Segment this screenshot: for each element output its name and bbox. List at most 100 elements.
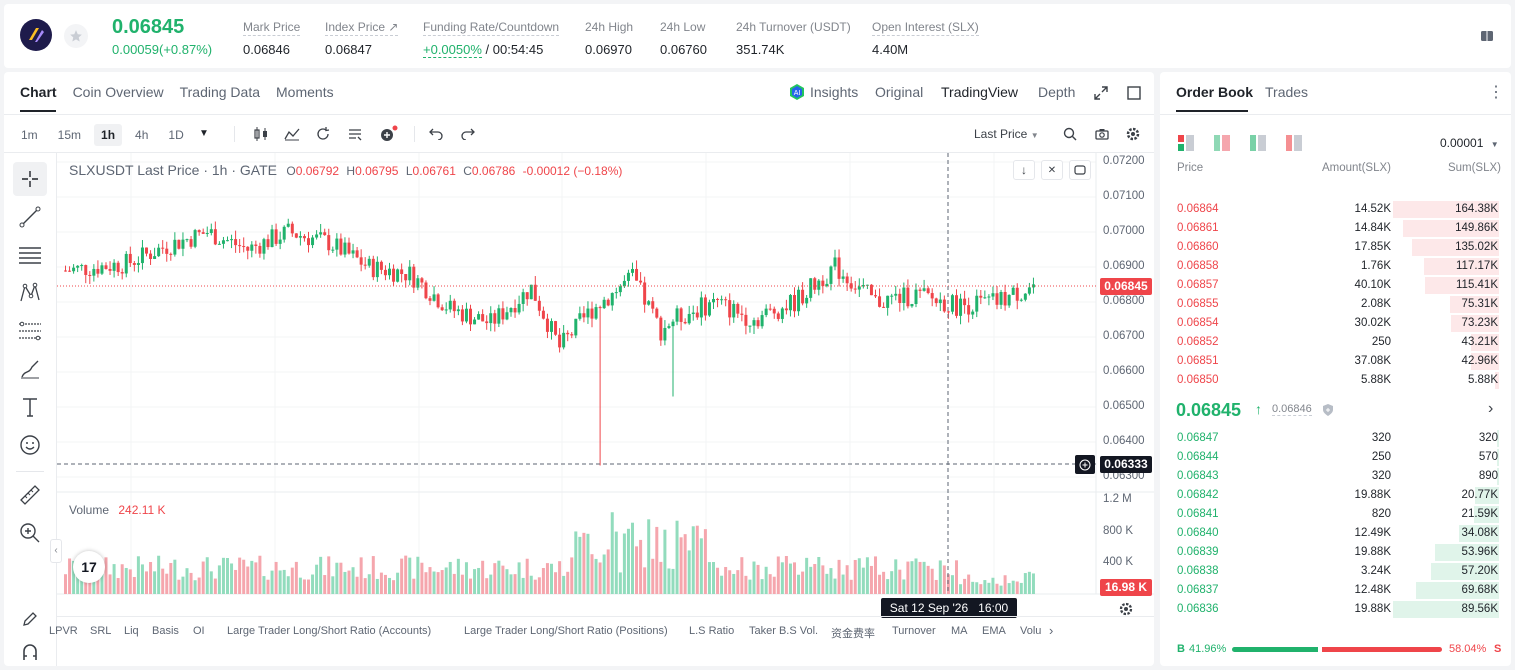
ask-row[interactable]: 0.06854 30.02K 73.23K: [1160, 314, 1511, 333]
bid-row[interactable]: 0.06843 320 890: [1160, 467, 1511, 486]
indicator-ema[interactable]: EMA: [982, 625, 1006, 637]
timeframe-dropdown-icon[interactable]: ▼: [199, 128, 209, 139]
brush-tool-icon[interactable]: [13, 352, 47, 386]
ask-depth-bar: [1494, 372, 1499, 389]
ask-row[interactable]: 0.06858 1.76K 117.17K: [1160, 257, 1511, 276]
indicator-basis[interactable]: Basis: [152, 625, 179, 637]
bid-row[interactable]: 0.06836 19.88K 89.56K: [1160, 600, 1511, 619]
tab-coin-overview[interactable]: Coin Overview: [72, 84, 164, 100]
indicator-trader-ratio-accounts[interactable]: Large Trader Long/Short Ratio (Accounts): [227, 625, 432, 637]
price-type-select[interactable]: Last Price ▼: [974, 127, 1039, 141]
bid-row[interactable]: 0.06839 19.88K 53.96K: [1160, 543, 1511, 562]
favorite-star-icon[interactable]: [64, 24, 88, 48]
ask-row[interactable]: 0.06864 14.52K 164.38K: [1160, 200, 1511, 219]
templates-icon[interactable]: [346, 125, 364, 143]
toolbar-sep: [234, 126, 235, 142]
ask-price: 0.06860: [1177, 241, 1219, 253]
collapse-toolbar-icon[interactable]: ‹: [50, 539, 62, 563]
indicator-srl[interactable]: SRL: [90, 625, 112, 637]
collapse-arrows-icon[interactable]: ✕: [1041, 160, 1063, 180]
ask-row[interactable]: 0.06850 5.88K 5.88K: [1160, 371, 1511, 390]
scroll-down-icon[interactable]: ↓: [1013, 160, 1035, 180]
tab-trades[interactable]: Trades: [1265, 84, 1309, 100]
chevron-right-icon[interactable]: ›: [1488, 400, 1494, 417]
bid-row[interactable]: 0.06838 3.24K 57.20K: [1160, 562, 1511, 581]
view-asks-only-icon[interactable]: [1286, 135, 1302, 151]
ask-row[interactable]: 0.06852 250 43.21K: [1160, 333, 1511, 352]
indicator-lpvr[interactable]: LPVR: [49, 625, 78, 637]
view-both-icon[interactable]: [1178, 135, 1194, 151]
chart-settings-icon[interactable]: [1117, 600, 1135, 618]
bid-row[interactable]: 0.06844 250 570: [1160, 448, 1511, 467]
ask-row[interactable]: 0.06857 40.10K 115.41K: [1160, 276, 1511, 295]
ask-row[interactable]: 0.06860 17.85K 135.02K: [1160, 238, 1511, 257]
timeframe-15m[interactable]: 15m: [57, 128, 82, 142]
stat-open-interest: Open Interest (SLX) 4.40M: [872, 20, 979, 57]
settings-gear-icon[interactable]: [1124, 125, 1142, 143]
search-icon[interactable]: [1061, 125, 1079, 143]
edit-pencil-icon[interactable]: [20, 609, 40, 629]
legend-open: 0.06792: [295, 164, 340, 178]
camera-icon[interactable]: [1093, 125, 1111, 143]
candle-type-icon[interactable]: [252, 125, 270, 143]
indicator-volume[interactable]: Volu: [1020, 625, 1042, 637]
replay-icon[interactable]: [314, 125, 332, 143]
undo-icon[interactable]: [427, 125, 445, 143]
bid-row[interactable]: 0.06847 320 320: [1160, 429, 1511, 448]
stat-24h-low: 24h Low 0.06760: [660, 20, 707, 57]
timeframe-1h[interactable]: 1h: [94, 124, 123, 146]
view-tradingview[interactable]: TradingView: [941, 84, 1019, 100]
indicators-next-icon[interactable]: ›: [1049, 623, 1054, 638]
tab-order-book[interactable]: Order Book: [1176, 84, 1254, 100]
bid-row[interactable]: 0.06840 12.49K 34.08K: [1160, 524, 1511, 543]
more-vertical-icon[interactable]: ⋮: [1488, 84, 1504, 101]
timeframe-4h[interactable]: 4h: [135, 128, 149, 142]
legend-close: 0.06786: [471, 164, 516, 178]
timeframe-1d[interactable]: 1D: [168, 128, 184, 142]
view-asks-icon[interactable]: [1250, 135, 1266, 151]
indicators-icon[interactable]: [283, 125, 301, 143]
text-tool-icon[interactable]: [13, 390, 47, 424]
add-alert-icon[interactable]: [378, 124, 400, 144]
bid-row[interactable]: 0.06842 19.88K 20.77K: [1160, 486, 1511, 505]
precision-select[interactable]: 0.00001 ▼: [1440, 136, 1499, 150]
tab-chart[interactable]: Chart: [20, 84, 57, 100]
stat-24h-high: 24h High 0.06970: [585, 20, 634, 57]
indicator-liq[interactable]: Liq: [124, 625, 139, 637]
indicator-ls-ratio[interactable]: L.S Ratio: [689, 625, 735, 637]
tab-trading-data[interactable]: Trading Data: [179, 84, 261, 100]
add-order-plus-icon[interactable]: [1075, 455, 1095, 474]
indicator-turnover[interactable]: Turnover: [892, 625, 936, 637]
timeframe-1m[interactable]: 1m: [21, 128, 38, 142]
ask-row[interactable]: 0.06855 2.08K 75.31K: [1160, 295, 1511, 314]
fib-tool-icon[interactable]: [13, 314, 47, 348]
horizontal-lines-tool-icon[interactable]: [13, 238, 47, 272]
indicator-taker-vol[interactable]: Taker B.S Vol.: [749, 625, 819, 637]
indicator-funding-rate[interactable]: 资金费率: [831, 628, 875, 640]
expand-icon[interactable]: [1092, 84, 1110, 102]
indicator-trader-ratio-positions[interactable]: Large Trader Long/Short Ratio (Positions…: [464, 625, 668, 637]
indicator-oi[interactable]: OI: [193, 625, 205, 637]
indicator-ma[interactable]: MA: [951, 625, 968, 637]
book-icon[interactable]: [1479, 28, 1495, 44]
swap-icon[interactable]: [1069, 160, 1091, 180]
ruler-tool-icon[interactable]: [13, 478, 47, 512]
view-bids-icon[interactable]: [1214, 135, 1230, 151]
zoom-in-tool-icon[interactable]: [13, 516, 47, 550]
magnet-tool-icon[interactable]: [13, 638, 47, 666]
view-depth[interactable]: Depth: [1038, 84, 1076, 100]
view-insights[interactable]: Insights: [810, 84, 859, 100]
emoji-tool-icon[interactable]: [13, 428, 47, 462]
crosshair-tool-icon[interactable]: [13, 162, 47, 196]
tab-moments[interactable]: Moments: [276, 84, 334, 100]
pattern-tool-icon[interactable]: [13, 276, 47, 310]
bid-row[interactable]: 0.06837 12.48K 69.68K: [1160, 581, 1511, 600]
trend-line-tool-icon[interactable]: [13, 200, 47, 234]
ask-row[interactable]: 0.06861 14.84K 149.86K: [1160, 219, 1511, 238]
bid-row[interactable]: 0.06841 820 21.59K: [1160, 505, 1511, 524]
view-original[interactable]: Original: [875, 84, 924, 100]
redo-icon[interactable]: [459, 125, 477, 143]
ob-mid-price: 0.06845: [1176, 400, 1242, 420]
ask-row[interactable]: 0.06851 37.08K 42.96K: [1160, 352, 1511, 371]
window-icon[interactable]: [1125, 84, 1143, 102]
